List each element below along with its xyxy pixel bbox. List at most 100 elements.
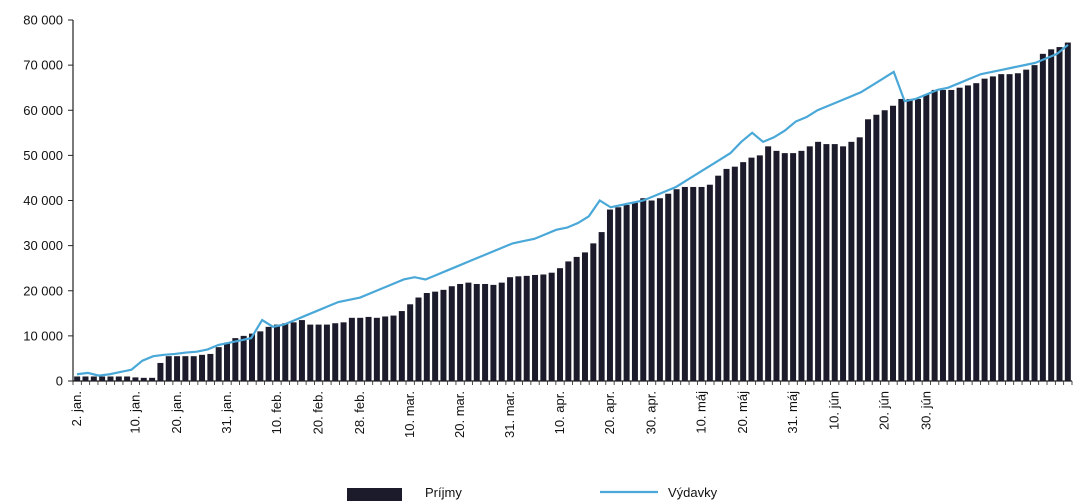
bar [565, 261, 572, 381]
x-tick-label: 31. jan. [219, 391, 234, 434]
bar [182, 356, 189, 381]
bar [631, 202, 638, 381]
bar [157, 362, 164, 381]
bar [548, 272, 555, 381]
bar [756, 155, 763, 382]
bar [673, 189, 680, 381]
bar [382, 316, 389, 381]
bar [1014, 73, 1021, 381]
bar [690, 186, 697, 381]
bar [615, 207, 622, 381]
bar [498, 282, 505, 381]
bar [99, 376, 106, 381]
bar [557, 268, 564, 381]
bar [790, 153, 797, 381]
bar [315, 324, 322, 381]
bar [856, 137, 863, 381]
bar [848, 141, 855, 381]
bar [865, 119, 872, 381]
bar [1056, 47, 1063, 381]
bar [806, 146, 813, 381]
bar [1031, 65, 1038, 382]
x-tick-label: 10. máj [694, 391, 709, 434]
bar [715, 175, 722, 381]
bar [948, 89, 955, 381]
bar [207, 353, 214, 381]
bar [240, 335, 247, 382]
bar [748, 157, 755, 381]
bar [290, 322, 297, 381]
bar [640, 198, 647, 381]
bar [523, 275, 530, 381]
bar [781, 153, 788, 381]
bar [257, 331, 264, 381]
bar [507, 277, 514, 381]
bar [956, 87, 963, 381]
bar [398, 311, 405, 381]
bar [298, 320, 305, 381]
bar [74, 376, 81, 381]
bar [598, 232, 605, 381]
y-tick-label: 60 000 [23, 103, 63, 118]
x-tick-label: 20. máj [735, 391, 750, 434]
bar [132, 377, 139, 381]
bar [348, 317, 355, 381]
bar [323, 324, 330, 381]
bar [515, 276, 522, 381]
bar [282, 323, 289, 381]
bar-series-prijmy [74, 42, 1071, 382]
bar [199, 354, 206, 381]
bar [873, 114, 880, 381]
y-tick-label: 50 000 [23, 148, 63, 163]
bar [232, 338, 239, 381]
bar [1006, 74, 1013, 382]
bar [190, 356, 197, 381]
x-axis-ticks: 2. jan. 10. jan. 20. jan. 31. jan. 10. feb. 2… [69, 381, 1073, 438]
bar [1039, 53, 1046, 382]
bar [215, 347, 222, 381]
bar [706, 184, 713, 381]
x-tick-label: 30. apr. [644, 391, 659, 434]
legend: Príjmy Výdavky [347, 485, 718, 501]
bar [124, 376, 131, 381]
bar [332, 323, 339, 381]
x-tick-label: 28. feb. [352, 391, 367, 434]
bar [457, 283, 464, 381]
bar [773, 150, 780, 381]
x-tick-label: 31. mar. [502, 391, 517, 438]
bar [665, 193, 672, 381]
x-tick-label: 31. máj [785, 391, 800, 434]
bar [107, 376, 114, 381]
bar [90, 376, 97, 381]
x-tick-label: 20. jún [877, 391, 892, 430]
bar [906, 98, 913, 381]
legend-label-vydavky: Výdavky [668, 485, 718, 500]
bar [407, 304, 414, 381]
bar [1023, 69, 1030, 381]
x-tick-label: 10. jan. [127, 391, 142, 434]
x-tick-label: 10. feb. [269, 391, 284, 434]
bar [490, 284, 497, 381]
y-tick-label: 70 000 [23, 58, 63, 73]
bar [623, 205, 630, 381]
axes [72, 20, 1072, 382]
bar [765, 146, 772, 381]
bar [174, 356, 181, 381]
bar [265, 326, 272, 381]
y-tick-label: 10 000 [23, 328, 63, 343]
bar [440, 289, 447, 381]
bar [831, 144, 838, 381]
bar [573, 256, 580, 381]
bar [340, 322, 347, 381]
bar [448, 286, 455, 381]
x-tick-label: 20. mar. [452, 391, 467, 438]
bar [989, 76, 996, 381]
bar [415, 297, 422, 381]
bar [365, 316, 372, 381]
bar [731, 166, 738, 381]
bar [798, 150, 805, 381]
x-tick-label: 20. jan. [169, 391, 184, 434]
x-tick-label: 30. jún [918, 391, 933, 430]
bar [165, 356, 172, 381]
bar [656, 198, 663, 381]
